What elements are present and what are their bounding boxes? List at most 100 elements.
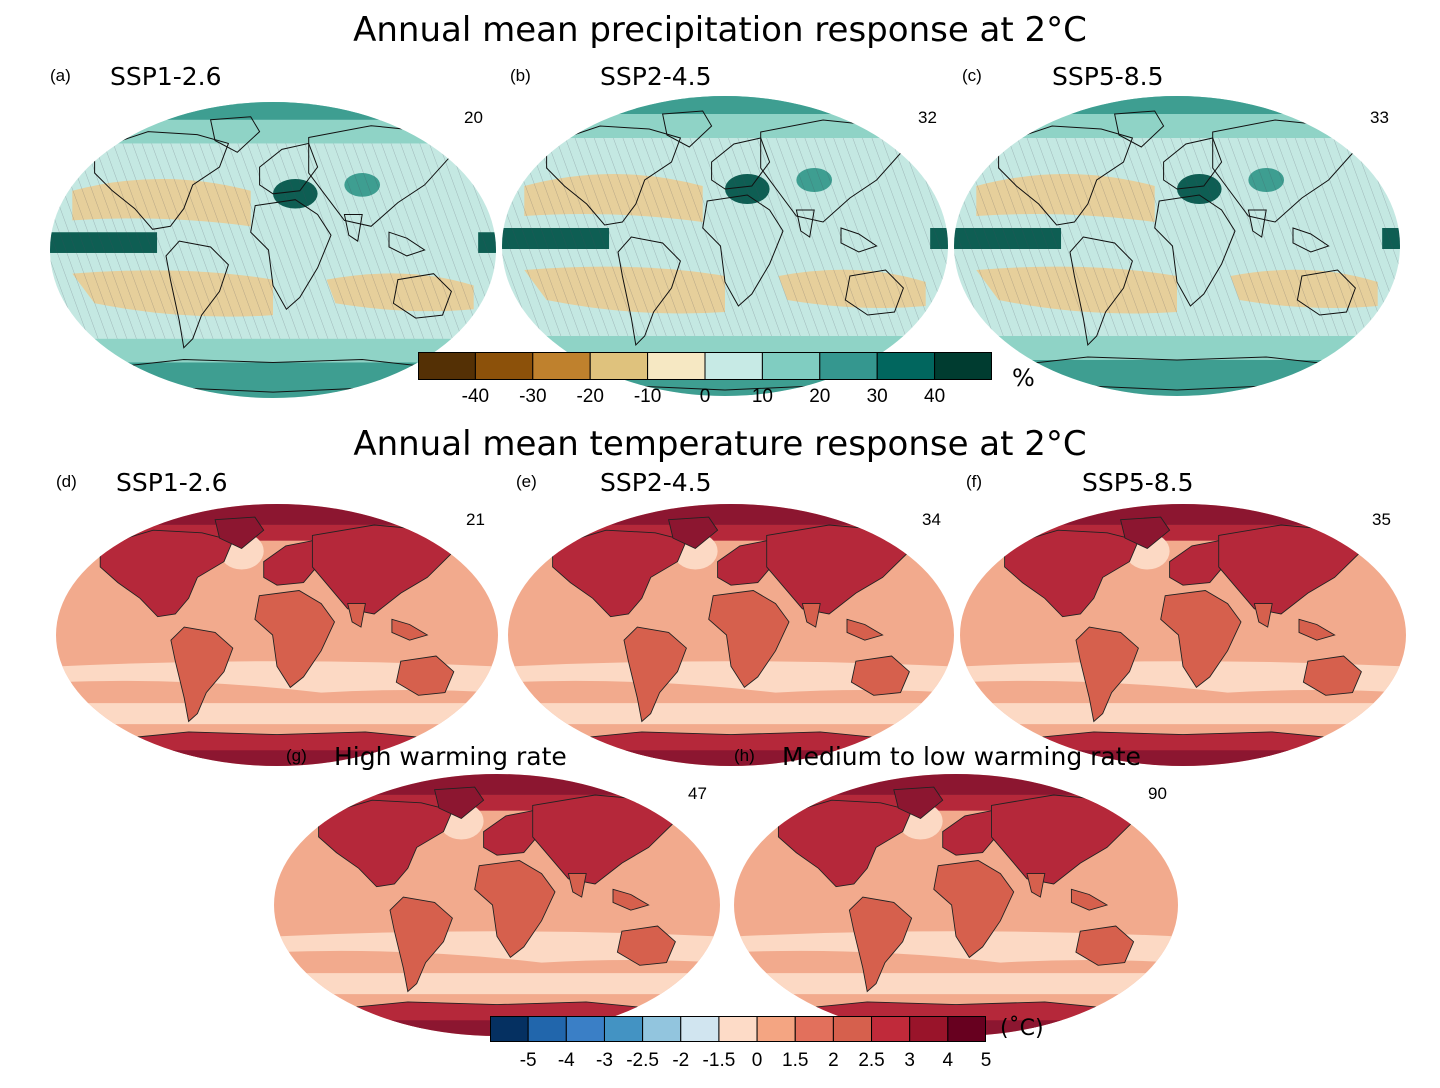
temperature-map — [56, 504, 498, 766]
colorbar-tick-label: 20 — [809, 386, 831, 407]
temperature-colorbar-unit: (˚C) — [1000, 1016, 1044, 1041]
temperature-field — [508, 504, 954, 766]
colorbar-tick-label: -2 — [672, 1050, 690, 1071]
colorbar-swatch — [909, 1016, 949, 1042]
colorbar-tick-label: -5 — [519, 1050, 537, 1071]
colorbar-swatch — [527, 1016, 567, 1042]
colorbar-tick-label: -1.5 — [702, 1050, 736, 1071]
panel-model-count: 33 — [1370, 108, 1389, 127]
precipitation-map — [502, 96, 948, 396]
temp-panel-h: (h) Medium to low warming rate 90 — [734, 742, 1178, 1036]
precipitation-field — [954, 96, 1400, 396]
temperature-map — [508, 504, 954, 766]
colorbar-tick-label: -4 — [557, 1050, 575, 1071]
colorbar-swatch — [819, 352, 878, 380]
panel-letter: (g) — [286, 746, 307, 765]
precipitation-field — [502, 96, 948, 396]
colorbar-tick-label: -30 — [519, 386, 547, 407]
panel-model-count: 20 — [464, 108, 483, 127]
panel-model-count: 34 — [922, 510, 941, 529]
temp-panel-g: (g) High warming rate 47 — [274, 742, 720, 1036]
temperature-map — [960, 504, 1406, 766]
panel-scenario-title: SSP5-8.5 — [1082, 468, 1194, 497]
panel-letter: (e) — [516, 472, 537, 491]
temperature-field — [960, 504, 1406, 766]
colorbar-tick-label: 30 — [866, 386, 888, 407]
temperature-field — [274, 774, 720, 1036]
panel-model-count: 21 — [466, 510, 485, 529]
colorbar-tick-label: 2 — [828, 1050, 839, 1071]
colorbar-tick-label: -2.5 — [626, 1050, 659, 1071]
panel-letter: (d) — [56, 472, 77, 491]
temperature-colorbar — [490, 1016, 986, 1042]
panel-scenario-title: SSP5-8.5 — [1052, 62, 1164, 91]
colorbar-swatch — [704, 352, 763, 380]
temperature-field — [734, 774, 1178, 1036]
colorbar-tick-label: -3 — [596, 1050, 613, 1071]
colorbar-tick-label: 1.5 — [782, 1050, 809, 1071]
colorbar-swatch — [565, 1016, 605, 1042]
colorbar-tick-label: 2.5 — [858, 1050, 885, 1071]
precipitation-colorbar — [418, 352, 992, 380]
precipitation-section-title: Annual mean precipitation response at 2°… — [353, 10, 1087, 50]
colorbar-tick-label: -10 — [633, 386, 662, 407]
colorbar-swatch — [418, 352, 476, 380]
panel-letter: (b) — [510, 66, 531, 85]
colorbar-tick-label: 10 — [751, 386, 773, 407]
precipitation-map — [50, 102, 496, 398]
panel-scenario-title: SSP2-4.5 — [600, 62, 712, 91]
panel-model-count: 35 — [1372, 510, 1391, 529]
colorbar-tick-label: 4 — [942, 1050, 954, 1071]
temperature-field — [56, 504, 498, 766]
panel-letter: (h) — [734, 746, 755, 765]
colorbar-tick-label: -40 — [461, 386, 490, 407]
colorbar-swatch — [794, 1016, 834, 1042]
panel-scenario-title: SSP1-2.6 — [110, 62, 222, 91]
colorbar-tick-label: 3 — [904, 1050, 915, 1071]
panel-scenario-title: Medium to low warming rate — [782, 742, 1141, 771]
panel-scenario-title: SSP1-2.6 — [116, 468, 228, 497]
colorbar-swatch — [934, 352, 992, 380]
colorbar-swatch — [947, 1016, 986, 1042]
colorbar-swatch — [490, 1016, 529, 1042]
panel-scenario-title: SSP2-4.5 — [600, 468, 712, 497]
temperature-map — [734, 774, 1178, 1036]
panel-letter: (a) — [50, 66, 71, 85]
colorbar-swatch — [642, 1016, 682, 1042]
colorbar-swatch — [474, 352, 534, 380]
colorbar-swatch — [832, 1016, 873, 1042]
precip-panel-c: (c) SSP5-8.5 33 — [954, 62, 1400, 396]
temperature-map — [274, 774, 720, 1036]
colorbar-tick-label: 40 — [924, 386, 946, 407]
panel-letter: (c) — [962, 66, 982, 85]
colorbar-swatch — [718, 1016, 758, 1042]
colorbar-swatch — [647, 352, 706, 380]
colorbar-swatch — [756, 1016, 796, 1042]
colorbar-swatch — [603, 1016, 644, 1042]
colorbar-tick-label: 5 — [980, 1050, 992, 1071]
panel-letter: (f) — [966, 472, 983, 491]
temp-panel-f: (f) SSP5-8.5 35 — [960, 468, 1406, 766]
precip-panel-a: (a) SSP1-2.6 20 — [50, 62, 496, 398]
temperature-section-title: Annual mean temperature response at 2°C — [353, 424, 1087, 464]
panel-scenario-title: High warming rate — [334, 742, 567, 771]
colorbar-swatch — [761, 352, 821, 380]
panel-model-count: 47 — [688, 784, 707, 803]
colorbar-tick-label: -20 — [576, 386, 604, 407]
precipitation-map — [954, 96, 1400, 396]
precipitation-colorbar-unit: % — [1012, 364, 1035, 392]
colorbar-swatch — [876, 352, 936, 380]
temp-panel-d: (d) SSP1-2.6 21 — [56, 468, 498, 766]
precip-panel-b: (b) SSP2-4.5 32 — [502, 62, 948, 396]
colorbar-swatch — [871, 1016, 911, 1042]
panel-model-count: 32 — [918, 108, 937, 127]
colorbar-tick-label: 0 — [751, 1050, 763, 1071]
temp-panel-e: (e) SSP2-4.5 34 — [508, 468, 954, 766]
colorbar-tick-label: 0 — [699, 386, 711, 407]
colorbar-swatch — [589, 352, 649, 380]
colorbar-swatch — [532, 352, 591, 380]
colorbar-swatch — [680, 1016, 720, 1042]
panel-model-count: 90 — [1148, 784, 1167, 803]
land-warming — [99, 516, 455, 762]
land-warming — [1004, 516, 1363, 762]
